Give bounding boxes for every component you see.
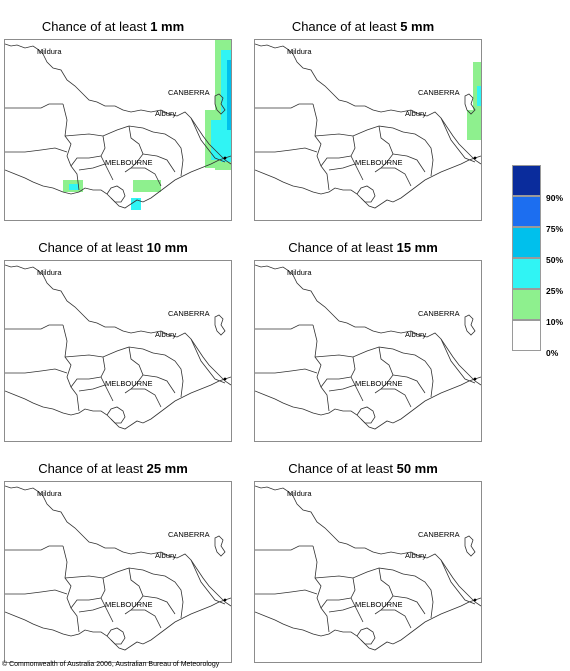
city-label-canberra: CANBERRA — [168, 88, 210, 97]
panel-title: Chance of at least 15 mm — [288, 240, 438, 255]
map-frame: Mildura CANBERRA Albury MELBOURNE — [254, 39, 482, 221]
legend-swatch-0 — [512, 320, 541, 351]
map-frame: Mildura CANBERRA Albury MELBOURNE — [4, 481, 232, 663]
legend-label-25: 25% — [546, 286, 564, 296]
rain-shading — [467, 62, 481, 140]
rainfall-map — [5, 264, 231, 430]
city-label-melbourne: MELBOURNE — [355, 600, 403, 609]
city-label-canberra: CANBERRA — [168, 530, 210, 539]
rainfall-map — [5, 40, 231, 210]
map-panel-10mm: Chance of at least 10 mm Mildura CANBERR… — [0, 240, 250, 450]
legend-swatch-10 — [512, 289, 541, 320]
panel-title: Chance of at least 1 mm — [41, 19, 185, 34]
rainfall-map — [5, 485, 231, 651]
map-panel-15mm: Chance of at least 15 mm Mildura CANBERR… — [250, 240, 500, 450]
city-label-albury: Albury — [405, 551, 427, 560]
city-label-canberra: CANBERRA — [418, 88, 460, 97]
city-label-melbourne: MELBOURNE — [355, 379, 403, 388]
legend-swatch-75 — [512, 196, 541, 227]
map-frame: Mildura CANBERRA Albury MELBOURNE — [4, 39, 232, 221]
city-label-mildura: Mildura — [37, 268, 62, 277]
city-label-melbourne: MELBOURNE — [105, 379, 153, 388]
copyright-notice: © Commonwealth of Australia 2006, Austra… — [2, 661, 220, 668]
map-panel-1mm: Chance of at least 1 mm Mildura CANBERRA… — [0, 19, 250, 229]
city-label-albury: Albury — [405, 109, 427, 118]
city-label-mildura: Mildura — [37, 489, 62, 498]
panel-title: Chance of at least 25 mm — [38, 461, 188, 476]
rainfall-map — [255, 43, 481, 209]
panel-title: Chance of at least 10 mm — [38, 240, 188, 255]
rainfall-map — [255, 264, 481, 430]
city-label-melbourne: MELBOURNE — [355, 158, 403, 167]
city-label-albury: Albury — [155, 551, 177, 560]
city-label-canberra: CANBERRA — [418, 530, 460, 539]
city-label-mildura: Mildura — [287, 489, 312, 498]
city-label-albury: Albury — [155, 109, 177, 118]
legend-label-75: 75% — [546, 224, 564, 234]
legend-label-10: 10% — [546, 317, 564, 327]
city-label-melbourne: MELBOURNE — [105, 158, 153, 167]
panel-title: Chance of at least 50 mm — [288, 461, 438, 476]
city-label-albury: Albury — [155, 330, 177, 339]
map-panel-25mm: Chance of at least 25 mm Mildura CANBERR… — [0, 461, 250, 671]
rain-shading — [63, 40, 231, 210]
map-frame: Mildura CANBERRA Albury MELBOURNE — [254, 260, 482, 442]
city-label-mildura: Mildura — [287, 268, 312, 277]
map-panel-50mm: Chance of at least 50 mm Mildura CANBERR… — [250, 461, 500, 671]
legend-label-0: 0% — [546, 348, 559, 358]
city-label-mildura: Mildura — [287, 47, 312, 56]
map-panel-5mm: Chance of at least 5 mm Mildura CANBERRA… — [250, 19, 500, 229]
city-label-melbourne: MELBOURNE — [105, 600, 153, 609]
panel-title: Chance of at least 5 mm — [291, 19, 435, 34]
legend-label-90: 90% — [546, 193, 564, 203]
legend-swatch-90 — [512, 165, 541, 196]
legend-swatch-50 — [512, 227, 541, 258]
map-frame: Mildura CANBERRA Albury MELBOURNE — [4, 260, 232, 442]
city-label-albury: Albury — [405, 330, 427, 339]
city-label-mildura: Mildura — [37, 47, 62, 56]
rainfall-map — [255, 485, 481, 651]
legend-swatch-25 — [512, 258, 541, 289]
map-frame: Mildura CANBERRA Albury MELBOURNE — [254, 481, 482, 663]
city-label-canberra: CANBERRA — [168, 309, 210, 318]
city-label-canberra: CANBERRA — [418, 309, 460, 318]
legend-label-50: 50% — [546, 255, 564, 265]
